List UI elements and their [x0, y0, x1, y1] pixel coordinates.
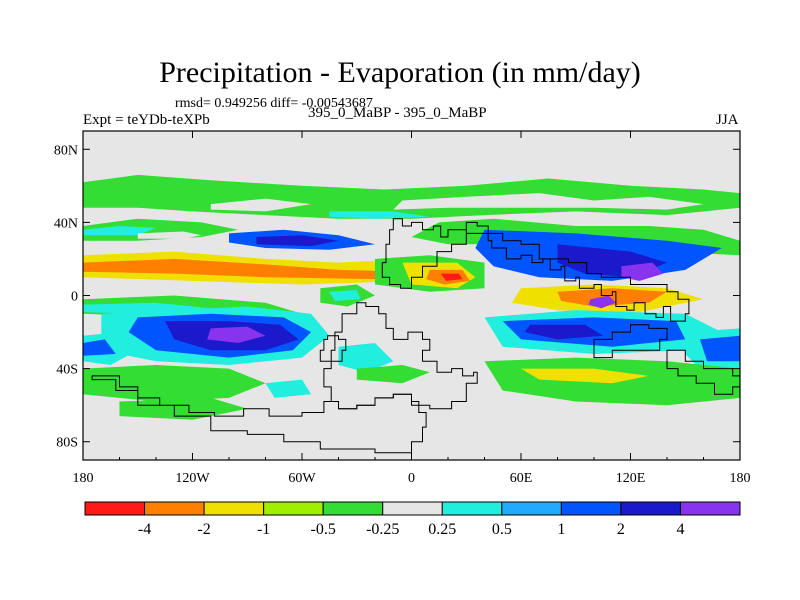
colorbar-box-3	[263, 501, 324, 516]
x-tick-label-6: 180	[730, 471, 751, 486]
y-tick-label-2: 0	[71, 290, 78, 305]
region-pacific-blue-north-core	[256, 235, 339, 247]
outline-central-landmass-outline	[323, 302, 478, 410]
region-se-blue	[699, 335, 740, 362]
y-tick-label-1: 40N	[54, 216, 78, 231]
y-tick-label-4: 80S	[56, 436, 78, 451]
x-tick-label-4: 60E	[510, 471, 533, 486]
colorbar-label-6: 0.5	[492, 521, 512, 538]
outline-south-landmass-outline	[91, 375, 427, 454]
colorbar-box-1	[144, 501, 205, 516]
axis-ticks: 180 120W 60W 0 60E 120E 180 80N 40N 0 40S 80S	[54, 131, 751, 486]
colorbar-box-7	[501, 501, 562, 516]
region-far-south-green	[119, 397, 248, 420]
region-africa-red	[440, 273, 463, 281]
colorbar-box-10	[679, 501, 741, 516]
colorbar-label-5: 0.25	[428, 521, 456, 538]
colorbar-label-2: -1	[257, 521, 270, 538]
stats-label: rmsd= 0.949256 diff= -0.00543687	[175, 96, 373, 111]
region-indian-purple	[588, 295, 616, 309]
contour-fills	[83, 174, 740, 420]
colorbar-box-4	[322, 501, 384, 516]
colorbar-label-7: 1	[557, 521, 565, 538]
case-label: 395_0_MaBP - 395_0_MaBP	[308, 105, 487, 121]
outline-far-east-outline	[666, 349, 740, 395]
region-indian-orange	[557, 288, 667, 307]
x-tick-label-3: 0	[408, 471, 415, 486]
region-itcz-orange	[83, 258, 412, 280]
colorbar-box-9	[620, 501, 681, 516]
season-label: JJA	[716, 112, 739, 128]
colorbar-label-9: 4	[676, 521, 684, 538]
colorbar-box-0	[84, 501, 146, 516]
y-tick-label-3: 40S	[56, 363, 78, 378]
region-south-pacific-purple	[207, 326, 266, 343]
region-storm-yellow-right	[521, 368, 649, 384]
outline-north-landmass-outline	[381, 218, 690, 322]
colorbar-label-0: -4	[138, 521, 151, 538]
land-outlines	[91, 218, 740, 454]
chart-title: Precipitation - Evaporation (in mm/day)	[159, 56, 641, 89]
experiment-label: Expt = teYDb-teXPb	[83, 112, 210, 128]
outline-west-landmass-outline	[319, 335, 347, 362]
x-tick-label-0: 180	[73, 471, 94, 486]
y-tick-label-0: 80N	[54, 143, 78, 158]
region-sw-blue	[83, 339, 116, 356]
region-amazon-cyan	[329, 290, 361, 301]
region-indian-south-darkblue	[524, 324, 604, 340]
x-tick-label-1: 120W	[175, 471, 210, 486]
outline-east-landmass-outline	[593, 324, 668, 359]
region-asia-purple	[621, 262, 664, 281]
colorbar-box-8	[560, 501, 622, 516]
colorbar-box-5	[382, 501, 443, 516]
region-north-cyan-blob	[329, 211, 430, 219]
colorbar-box-2	[203, 501, 265, 516]
colorbar-label-8: 2	[617, 521, 625, 538]
region-storm-green-atl	[356, 365, 430, 384]
colorbar-label-4: -0.25	[366, 521, 399, 538]
region-mid-cyan-left	[83, 226, 156, 236]
x-tick-label-2: 60W	[288, 471, 316, 486]
region-mid-gap-left	[137, 231, 202, 239]
colorbar-label-1: -2	[197, 521, 210, 538]
x-tick-label-5: 120E	[616, 471, 646, 486]
region-far-south-cyan	[265, 379, 312, 398]
colorbar: -4 -2 -1 -0.5 -0.25 0.25 0.5 1 2 4	[84, 501, 741, 538]
colorbar-label-3: -0.5	[311, 521, 336, 538]
colorbar-box-6	[441, 501, 503, 516]
region-north-gap-asia	[393, 193, 704, 210]
region-north-gap-pacific	[210, 198, 312, 212]
region-storm-green-left	[83, 365, 266, 402]
region-atlantic-cyan	[338, 343, 394, 373]
